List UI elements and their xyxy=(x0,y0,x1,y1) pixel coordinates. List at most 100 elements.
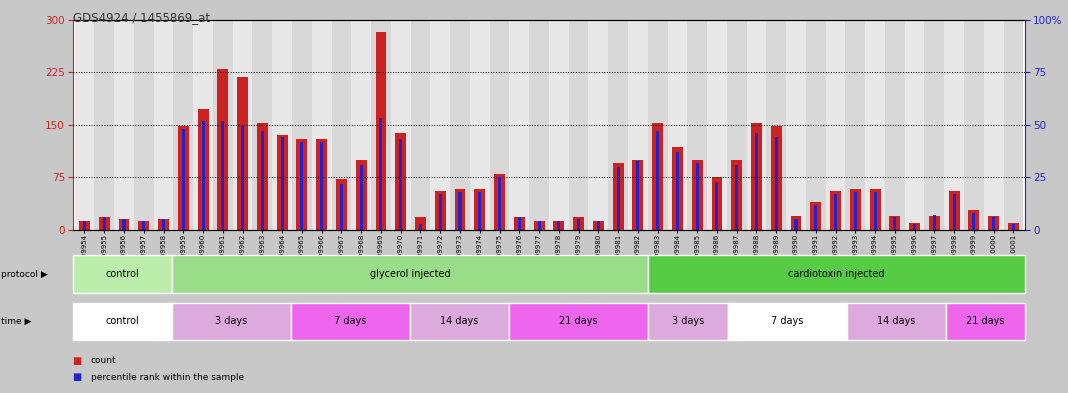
Bar xyxy=(846,20,865,230)
Bar xyxy=(874,192,877,230)
Bar xyxy=(233,20,252,230)
Bar xyxy=(964,20,984,230)
Bar xyxy=(119,219,129,230)
Bar xyxy=(774,138,778,230)
Bar xyxy=(893,217,896,230)
Bar xyxy=(656,131,659,230)
Bar xyxy=(292,20,312,230)
Bar xyxy=(648,255,1025,293)
Bar xyxy=(218,69,229,230)
Bar xyxy=(241,125,245,230)
Bar xyxy=(569,20,588,230)
Bar xyxy=(637,160,640,230)
Text: cardiotoxin injected: cardiotoxin injected xyxy=(788,269,885,279)
Bar xyxy=(435,191,445,230)
Bar xyxy=(213,20,233,230)
Bar xyxy=(202,121,205,230)
Bar xyxy=(1008,223,1019,230)
Bar xyxy=(489,20,509,230)
Bar xyxy=(969,210,979,230)
Bar xyxy=(312,20,331,230)
Bar xyxy=(509,303,648,340)
Bar xyxy=(360,165,363,230)
Bar xyxy=(290,303,410,340)
Text: time ▶: time ▶ xyxy=(1,317,31,326)
Bar xyxy=(331,20,351,230)
Text: 7 days: 7 days xyxy=(771,316,803,326)
Bar xyxy=(929,216,940,230)
Text: 21 days: 21 days xyxy=(560,316,598,326)
Bar xyxy=(767,20,786,230)
Text: glycerol injected: glycerol injected xyxy=(370,269,451,279)
Bar xyxy=(75,20,94,230)
Bar xyxy=(826,20,846,230)
Bar xyxy=(695,163,698,230)
Bar xyxy=(905,20,925,230)
Bar xyxy=(391,20,410,230)
Bar xyxy=(574,217,584,230)
Bar xyxy=(494,174,505,230)
Bar xyxy=(371,20,391,230)
Bar xyxy=(172,303,290,340)
Bar xyxy=(142,222,145,230)
Bar xyxy=(992,217,995,230)
Bar xyxy=(509,20,529,230)
Bar xyxy=(182,129,185,230)
Bar xyxy=(193,20,213,230)
Text: ■: ■ xyxy=(73,372,82,382)
Bar xyxy=(925,20,944,230)
Bar xyxy=(103,217,106,230)
Text: 14 days: 14 days xyxy=(877,316,915,326)
Bar xyxy=(272,20,292,230)
Text: protocol ▶: protocol ▶ xyxy=(1,270,48,279)
Bar xyxy=(814,205,817,230)
Bar xyxy=(853,192,857,230)
Bar xyxy=(73,255,172,293)
Bar xyxy=(379,118,382,230)
Bar xyxy=(316,139,327,230)
Bar xyxy=(692,160,703,230)
Bar xyxy=(609,20,628,230)
Text: 3 days: 3 days xyxy=(216,316,248,326)
Bar xyxy=(648,20,668,230)
Bar xyxy=(890,216,900,230)
Bar xyxy=(376,32,387,230)
Bar xyxy=(455,189,466,230)
Bar xyxy=(261,131,264,230)
Bar xyxy=(439,194,442,230)
Bar xyxy=(688,20,707,230)
Text: control: control xyxy=(106,269,139,279)
Bar xyxy=(597,222,600,230)
Bar xyxy=(1004,20,1023,230)
Bar xyxy=(351,20,371,230)
Bar xyxy=(114,20,134,230)
Bar xyxy=(632,160,643,230)
Bar xyxy=(162,219,166,230)
Text: GDS4924 / 1455869_at: GDS4924 / 1455869_at xyxy=(73,11,209,24)
Bar xyxy=(946,303,1025,340)
Bar xyxy=(751,123,761,230)
Bar xyxy=(732,160,742,230)
Bar xyxy=(735,165,738,230)
Bar xyxy=(395,133,406,230)
Bar xyxy=(356,160,366,230)
Text: 21 days: 21 days xyxy=(967,316,1005,326)
Bar xyxy=(221,121,224,230)
Bar xyxy=(83,222,87,230)
Bar xyxy=(953,194,956,230)
Bar xyxy=(297,139,308,230)
Bar xyxy=(786,20,806,230)
Bar xyxy=(419,224,422,230)
Bar xyxy=(518,217,521,230)
Bar xyxy=(811,202,821,230)
Bar xyxy=(154,20,173,230)
Bar xyxy=(672,147,682,230)
Bar xyxy=(944,20,964,230)
Bar xyxy=(932,215,936,230)
Bar xyxy=(79,222,90,230)
Bar xyxy=(628,20,648,230)
Bar xyxy=(498,177,501,230)
Bar xyxy=(711,177,722,230)
Bar xyxy=(478,192,482,230)
Text: count: count xyxy=(91,356,116,365)
